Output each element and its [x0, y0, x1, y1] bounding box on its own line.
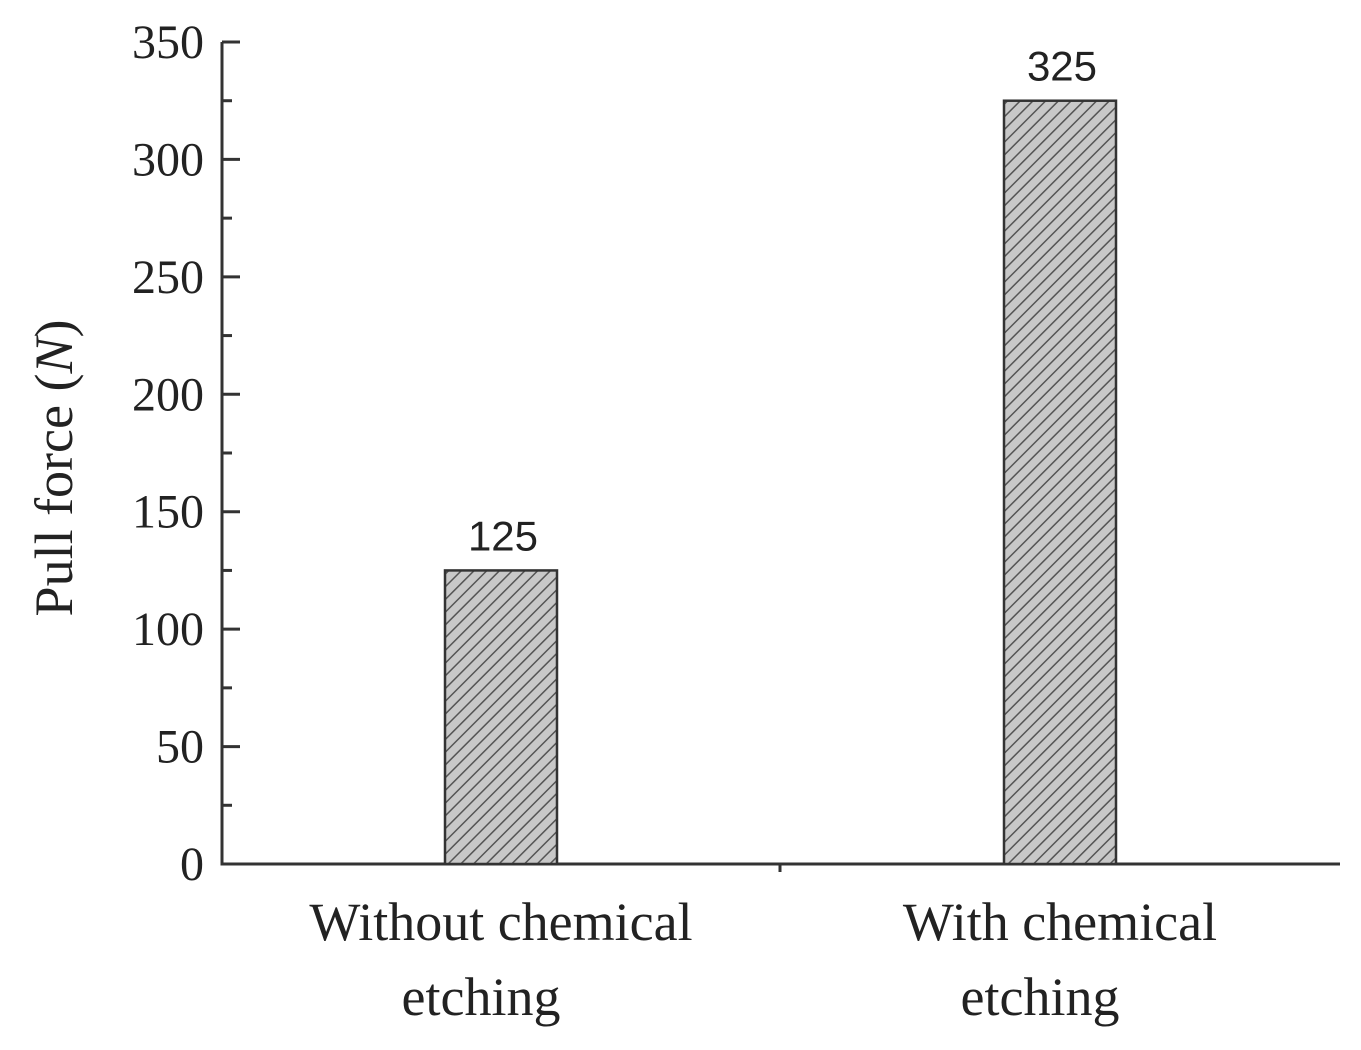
data-labels: 125 325: [468, 43, 1097, 560]
y-tick-label: 350: [132, 16, 204, 69]
y-tick-label: 250: [132, 251, 204, 304]
x-tick-labels: Without chemical etching With chemical etch…: [309, 892, 1217, 1027]
bars: [443, 99, 1118, 866]
category-label-2: With chemical etching: [903, 892, 1217, 1027]
svg-text:Pull force (N): Pull force (N): [24, 320, 84, 617]
y-tick-label: 0: [180, 838, 204, 891]
y-axis-title-text: Pull force: [24, 405, 84, 616]
y-tick-label: 100: [132, 603, 204, 656]
y-tick-label: 300: [132, 133, 204, 186]
y-axis-unit: N: [24, 335, 84, 375]
bar-1: [443, 569, 559, 866]
y-tick-label: 150: [132, 486, 204, 539]
y-ticks: 0 50 100 150 200 250 300 350: [132, 16, 240, 891]
bar-2: [1002, 99, 1118, 866]
data-label-2: 325: [1027, 43, 1097, 90]
y-axis-title: Pull force (N): [24, 320, 84, 617]
y-tick-label: 50: [156, 721, 204, 774]
y-tick-label: 200: [132, 368, 204, 421]
data-label-1: 125: [468, 512, 538, 559]
axes: [220, 42, 1340, 872]
category-label-1: Without chemical etching: [309, 892, 692, 1027]
